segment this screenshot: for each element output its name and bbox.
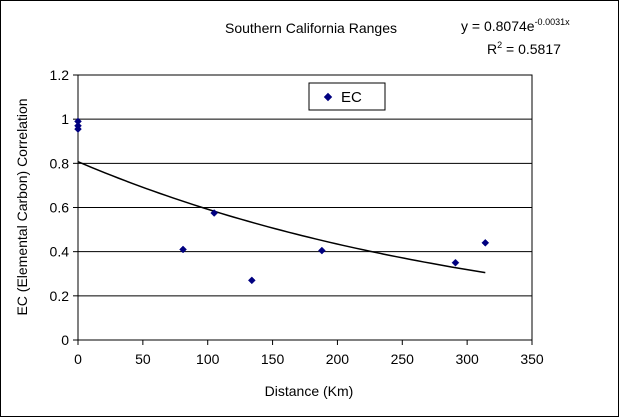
trendline-equation: y = 0.8074e-0.0031x R2 = 0.5817 — [461, 17, 570, 57]
y-tick-label: 0 — [61, 332, 69, 348]
legend-label: EC — [341, 89, 362, 106]
y-axis-title: EC (Elemental Carbon) Correlation — [14, 98, 30, 315]
r2-value: = 0.5817 — [502, 41, 561, 57]
legend-marker-diamond — [323, 92, 333, 102]
r2-prefix: R — [487, 41, 497, 57]
data-point — [74, 125, 82, 133]
equation-exponent: -0.0031x — [535, 17, 571, 27]
x-tick-label: 300 — [455, 351, 479, 367]
y-tick-label: 0.6 — [50, 200, 70, 216]
data-point — [247, 276, 256, 285]
data-point — [179, 245, 187, 254]
data-point — [451, 258, 460, 267]
r2-exponent: 2 — [497, 40, 502, 50]
x-tick-label: 250 — [391, 351, 415, 367]
points-layer — [74, 117, 490, 285]
y-tick-label: 0.4 — [50, 244, 70, 260]
chart-title: Southern California Ranges — [225, 20, 397, 36]
trendline-curve — [77, 161, 486, 274]
x-tick-label: 150 — [261, 351, 285, 367]
legend-box — [308, 82, 386, 111]
y-tick-label: 1.2 — [50, 67, 70, 83]
legend: EC — [308, 82, 386, 111]
x-axis-title: Distance (Km) — [265, 383, 354, 399]
x-tick-label: 100 — [196, 351, 220, 367]
data-point — [210, 209, 219, 217]
x-tick-label: 200 — [326, 351, 350, 367]
x-tick-label: 350 — [520, 351, 544, 367]
data-point — [318, 246, 326, 255]
ticks-layer: 0 0.2 0.4 0.6 0.8 1 1.2 0 50 100 150 200 250 300 350 — [50, 67, 544, 367]
x-tick-label: 50 — [135, 351, 151, 367]
equation-prefix: y = 0.8074e — [461, 18, 535, 34]
y-tick-label: 1 — [61, 111, 69, 127]
data-point — [481, 238, 490, 247]
y-tick-label: 0.2 — [50, 288, 70, 304]
y-tick-label: 0.8 — [50, 155, 70, 171]
equation-line: y = 0.8074e-0.0031x — [461, 17, 570, 34]
r-squared-line: R2 = 0.5817 — [487, 40, 561, 57]
x-tick-label: 0 — [74, 351, 82, 367]
trendline-layer — [77, 161, 486, 274]
grid-layer — [77, 74, 533, 341]
